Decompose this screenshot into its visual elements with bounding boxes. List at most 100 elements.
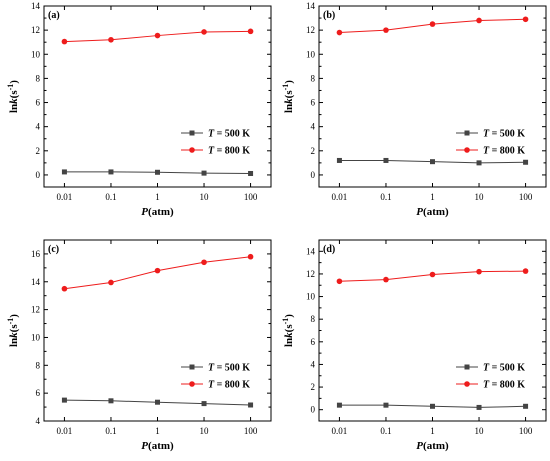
- x-tick-label: 100: [519, 192, 533, 202]
- data-point: [108, 279, 114, 286]
- y-tick-label: 10: [31, 332, 41, 342]
- data-point: [201, 401, 207, 407]
- data-point: [201, 259, 207, 266]
- data-point: [155, 169, 160, 175]
- legend-label: T = 800 K: [208, 380, 250, 391]
- y-tick-label: 10: [31, 49, 41, 59]
- y-tick-label: 14: [31, 277, 41, 287]
- x-tick-label: 0.01: [332, 426, 348, 436]
- data-point: [108, 36, 114, 43]
- data-point: [336, 157, 342, 163]
- legend-marker: [464, 147, 470, 153]
- x-tick-label: 0.01: [57, 426, 73, 436]
- data-point: [248, 170, 254, 176]
- panel-label: (d): [323, 244, 335, 255]
- x-tick-label: 0.01: [57, 192, 73, 202]
- data-point: [476, 268, 482, 275]
- x-tick-label: 1: [155, 426, 160, 436]
- data-point: [336, 29, 343, 36]
- y-tick-label: 2: [311, 146, 316, 156]
- x-axis-title: P(atm): [141, 206, 174, 218]
- y-tick-label: 6: [36, 388, 41, 398]
- y-tick-label: 16: [31, 249, 41, 259]
- legend-label: T = 500 K: [483, 129, 525, 140]
- y-tick-label: 10: [306, 49, 316, 59]
- x-tick-label: 10: [475, 426, 485, 436]
- legend-label: T = 800 K: [208, 146, 250, 157]
- data-point: [429, 271, 436, 278]
- legend-marker: [189, 147, 195, 153]
- data-point: [248, 402, 254, 408]
- plot-frame: [43, 239, 272, 422]
- legend-label: T = 500 K: [208, 129, 250, 140]
- x-tick-label: 100: [244, 426, 258, 436]
- y-tick-label: 6: [311, 98, 316, 108]
- y-tick-label: 12: [31, 305, 40, 315]
- x-axis-title: P(atm): [141, 440, 174, 452]
- x-tick-label: 0.1: [380, 192, 391, 202]
- y-axis-title: lnk(s-1): [6, 80, 20, 113]
- data-point: [61, 285, 68, 292]
- legend-marker: [464, 364, 470, 370]
- y-tick-label: 8: [311, 314, 316, 324]
- data-point: [155, 399, 160, 405]
- data-point: [522, 268, 529, 274]
- y-tick-label: 10: [306, 292, 316, 302]
- x-tick-label: 0.1: [380, 426, 391, 436]
- data-point: [154, 267, 161, 274]
- y-axis-title: lnk(s-1): [6, 314, 20, 347]
- data-point: [154, 32, 161, 39]
- data-point: [201, 29, 207, 35]
- legend-marker: [464, 381, 470, 387]
- y-tick-label: 12: [31, 25, 40, 35]
- y-tick-label: 14: [306, 1, 316, 11]
- y-tick-label: 4: [36, 122, 41, 132]
- legend-label: T = 500 K: [208, 363, 250, 374]
- y-tick-label: 4: [311, 359, 316, 369]
- x-tick-label: 1: [155, 192, 160, 202]
- x-tick-label: 10: [200, 426, 210, 436]
- x-axis-title: P(atm): [416, 440, 449, 452]
- y-tick-label: 0: [311, 170, 316, 180]
- data-point: [476, 17, 482, 24]
- data-point: [523, 159, 529, 165]
- panel-label: (c): [48, 244, 59, 255]
- data-point: [429, 21, 436, 27]
- x-tick-label: 100: [519, 426, 533, 436]
- y-tick-label: 2: [311, 382, 316, 392]
- legend-marker: [189, 364, 195, 370]
- x-axis-title: P(atm): [416, 206, 449, 218]
- chart-panel-2: 0.01 0.1 1 10 100 0 2 4 6 8 10 12 14 (b) P(atm) lnk(s-1…: [281, 1, 547, 218]
- y-tick-label: 8: [36, 360, 41, 370]
- x-tick-label: 0.01: [332, 192, 348, 202]
- panel-label: (a): [48, 10, 60, 21]
- data-point: [61, 397, 67, 403]
- legend-label: T = 800 K: [483, 146, 525, 157]
- data-point: [523, 403, 529, 409]
- data-point: [247, 253, 254, 260]
- y-axis-title: lnk(s-1): [281, 314, 295, 347]
- data-point: [201, 170, 207, 176]
- legend-label: T = 800 K: [483, 380, 525, 391]
- data-point: [476, 404, 482, 410]
- x-tick-label: 0.1: [105, 426, 116, 436]
- data-point: [430, 403, 435, 409]
- x-tick-label: 100: [244, 192, 258, 202]
- y-tick-label: 12: [306, 25, 315, 35]
- y-tick-label: 8: [311, 73, 316, 83]
- x-tick-label: 10: [475, 192, 485, 202]
- y-tick-label: 8: [36, 73, 41, 83]
- data-point: [61, 38, 68, 45]
- legend-marker: [464, 130, 470, 136]
- panel-label: (b): [323, 10, 335, 21]
- plot-frame: [318, 239, 547, 422]
- y-axis-title: lnk(s-1): [281, 80, 295, 113]
- data-point: [476, 160, 482, 166]
- data-point: [383, 157, 389, 163]
- y-tick-label: 6: [36, 98, 41, 108]
- data-point: [336, 402, 342, 408]
- y-tick-label: 12: [306, 269, 315, 279]
- chart-panel-3: 0.01 0.1 1 10 100 4 6 8 10 12 14 16 (c) P(atm) lnk(s-1…: [6, 239, 272, 452]
- data-point: [336, 278, 343, 285]
